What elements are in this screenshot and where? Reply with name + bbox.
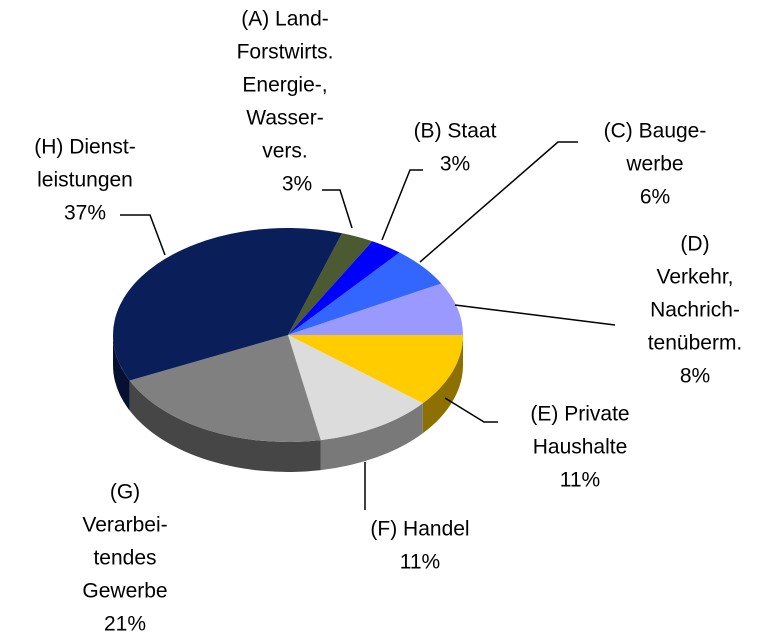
slice: [129, 335, 321, 442]
slice-side: [422, 335, 463, 434]
slice-label: Wasser-: [246, 107, 323, 130]
leader-line: [120, 214, 166, 256]
value-label: 3%: [282, 173, 312, 196]
slice-label: werbe: [625, 153, 683, 176]
value-label: 11%: [400, 551, 440, 574]
slice: [288, 283, 463, 335]
leader-line: [444, 397, 498, 423]
slice-label: Verkehr,: [656, 266, 733, 289]
slice: [288, 335, 423, 441]
slice-label: (G): [110, 481, 140, 504]
slice: [113, 228, 343, 381]
slice-label: Verarbei-: [82, 514, 167, 537]
slice-label: leistungen: [37, 169, 133, 192]
slice-side: [113, 335, 130, 411]
slice-label: (E) Private: [530, 403, 629, 426]
slice: [288, 335, 463, 404]
slice-label: tenüberm.: [648, 332, 743, 355]
value-label: 21%: [104, 613, 146, 635]
slice-side: [320, 403, 423, 471]
value-label: 8%: [680, 365, 710, 388]
slice-label: vers.: [262, 140, 308, 163]
value-label: 37%: [64, 202, 106, 225]
slice-label: Forstwirts.: [237, 41, 334, 64]
slice-label: (F) Handel: [370, 518, 469, 541]
slice-label: Haushalte: [533, 436, 628, 459]
slice-label: (A) Land-: [241, 8, 329, 31]
leader-line: [454, 304, 616, 326]
slice-label: (D): [680, 233, 709, 256]
slice: [288, 241, 400, 335]
slice: [288, 233, 373, 335]
leader-line: [381, 169, 423, 241]
value-label: 3%: [440, 153, 470, 176]
leader-line: [322, 189, 353, 229]
slice-label: Energie-,: [242, 74, 327, 97]
slice-label: tendes: [93, 547, 156, 570]
slice-label: Gewerbe: [82, 580, 167, 603]
value-label: 11%: [560, 469, 600, 492]
slice: [288, 252, 442, 335]
slice-side: [129, 380, 321, 472]
slice-label: Nachrich-: [650, 299, 740, 322]
slice-label: (H) Dienst-: [34, 136, 136, 159]
value-label: 6%: [640, 186, 670, 209]
slice-label: (C) Bauge-: [604, 120, 707, 143]
leader-line: [419, 141, 578, 263]
slice-label: (B) Staat: [414, 120, 497, 143]
